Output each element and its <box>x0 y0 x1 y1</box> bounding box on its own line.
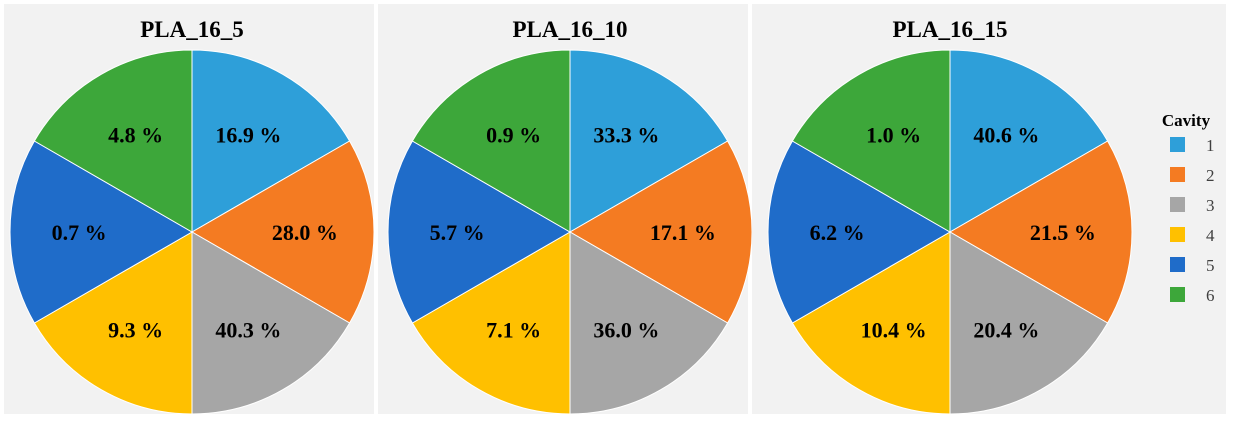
pie-slice-cavity-2 <box>190 140 375 324</box>
legend: Cavity 1 2 3 4 5 6 <box>1162 111 1215 305</box>
legend-swatch-cavity-4 <box>1170 227 1185 242</box>
pie-slice-cavity-5 <box>387 140 572 324</box>
slice-percentage-label: 7.1 % <box>486 318 541 343</box>
legend-item-label: 6 <box>1206 286 1215 305</box>
legend-item-label: 5 <box>1206 256 1215 275</box>
slice-percentage-label: 9.3 % <box>108 318 163 343</box>
legend-title: Cavity <box>1162 111 1211 130</box>
pie-slice-cavity-4 <box>33 231 193 415</box>
slice-percentage-label: 6.2 % <box>810 220 865 245</box>
slice-percentage-label: 5.7 % <box>430 220 485 245</box>
legend-swatch-cavity-3 <box>1170 197 1185 212</box>
chart-title: PLA_16_10 <box>513 17 628 42</box>
pie-slice-cavity-2 <box>948 140 1133 324</box>
slice-percentage-label: 36.0 % <box>593 318 659 343</box>
pie-slice-cavity-3 <box>949 231 1109 415</box>
pie-slice-cavity-4 <box>791 231 951 415</box>
pie-chart-2: PLA_16_10 33.3 % 17.1 % 36.0 % 7.1 % 5.7 % 0.9… <box>378 4 753 415</box>
pie-slice-cavity-5 <box>767 140 952 324</box>
pie-slice-cavity-5 <box>9 140 193 324</box>
pie-chart-3: PLA_16_15 40.6 % 21.5 % 20.4 % 10.4 % 6.2 % 1.… <box>752 4 1226 415</box>
slice-percentage-label: 21.5 % <box>1030 220 1096 245</box>
slice-percentage-label: 17.1 % <box>650 220 716 245</box>
pie-slice-cavity-3 <box>569 231 729 415</box>
pie-slice-cavity-1 <box>191 49 351 233</box>
pie-slice-cavity-6 <box>33 49 193 233</box>
pie-slice-cavity-1 <box>569 49 729 233</box>
legend-swatch-cavity-1 <box>1170 137 1185 152</box>
slice-percentage-label: 0.7 % <box>52 220 107 245</box>
slice-percentage-label: 40.6 % <box>973 122 1039 147</box>
legend-item-label: 4 <box>1206 226 1215 245</box>
slice-percentage-label: 33.3 % <box>593 122 659 147</box>
pie-slice-cavity-1 <box>949 49 1109 233</box>
pie-chart-1: PLA_16_5 16.9 % 28.0 % 40.3 % 9.3 % 0.7 % 4.8 … <box>4 4 375 415</box>
slice-percentage-label: 16.9 % <box>215 122 281 147</box>
slice-percentage-label: 40.3 % <box>215 318 281 343</box>
slice-percentage-label: 20.4 % <box>973 318 1039 343</box>
slice-percentage-label: 1.0 % <box>866 122 921 147</box>
legend-item-label: 3 <box>1206 196 1215 215</box>
legend-item-label: 1 <box>1206 136 1215 155</box>
pie-slice-cavity-4 <box>411 231 571 415</box>
legend-swatch-cavity-2 <box>1170 167 1185 182</box>
slice-percentage-label: 28.0 % <box>272 220 338 245</box>
legend-swatch-cavity-6 <box>1170 287 1185 302</box>
legend-item-label: 2 <box>1206 166 1215 185</box>
slice-percentage-label: 4.8 % <box>108 122 163 147</box>
legend-swatch-cavity-5 <box>1170 257 1185 272</box>
slice-percentage-label: 0.9 % <box>486 122 541 147</box>
pie-slice-cavity-6 <box>411 49 571 233</box>
chart-title: PLA_16_5 <box>140 17 244 42</box>
pie-slice-cavity-2 <box>568 140 753 324</box>
pie-slice-cavity-3 <box>191 231 351 415</box>
chart-title: PLA_16_15 <box>893 17 1008 42</box>
slice-percentage-label: 10.4 % <box>861 318 927 343</box>
pie-slice-cavity-6 <box>791 49 951 233</box>
